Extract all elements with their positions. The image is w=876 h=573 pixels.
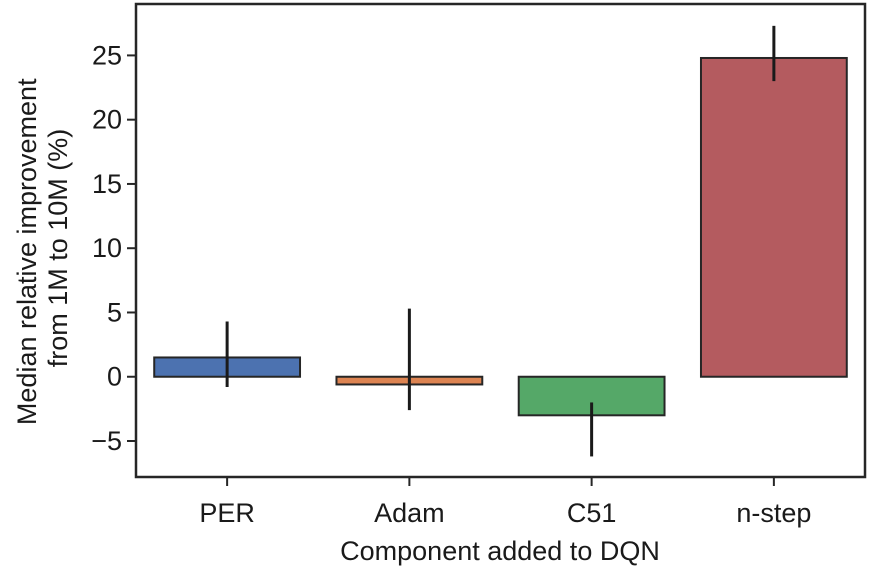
- bars: [153, 56, 848, 417]
- x-axis-label: Component added to DQN: [340, 536, 660, 566]
- x-tick-label: n-step: [736, 498, 811, 528]
- x-tick-label: Adam: [374, 498, 445, 528]
- bar-n-step: [699, 56, 848, 378]
- y-tick-label: 15: [92, 169, 122, 199]
- y-axis-label-line-2: from 1M to 10M (%): [43, 129, 73, 368]
- y-axis-label: Median relative improvement from 1M to 1…: [12, 71, 73, 425]
- y-tick-label: 0: [107, 362, 122, 392]
- error-bars: [225, 25, 776, 457]
- x-tick-label: PER: [199, 498, 255, 528]
- x-tick-label: C51: [567, 498, 617, 528]
- y-tick-label: −5: [91, 426, 122, 456]
- y-tick-label: 25: [92, 40, 122, 70]
- y-axis-label-line-1: Median relative improvement: [12, 78, 42, 425]
- y-tick-label: 20: [92, 105, 122, 135]
- plot-area: [134, 2, 867, 479]
- y-tick-label: 10: [92, 233, 122, 263]
- x-axis-ticks: PER Adam C51 n-step: [199, 477, 811, 528]
- y-axis-ticks: −5 0 5 10 15 20 25: [91, 40, 136, 456]
- y-tick-label: 5: [107, 297, 122, 327]
